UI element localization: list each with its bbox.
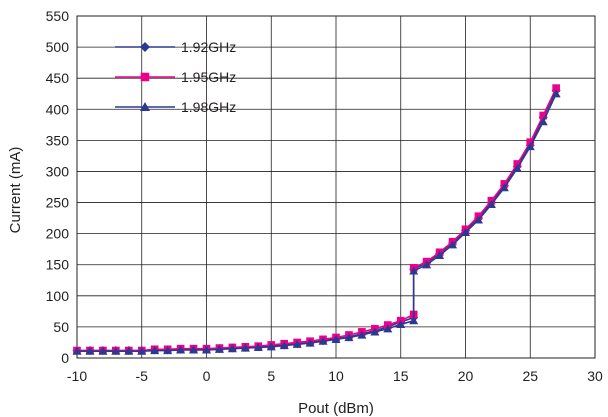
data-point (163, 346, 173, 355)
data-point (538, 117, 548, 126)
data-point (150, 346, 160, 355)
data-point (486, 199, 496, 209)
x-tick-label: -10 (67, 368, 87, 384)
data-point (435, 250, 445, 259)
x-tick-label: 15 (393, 368, 409, 384)
legend-marker (140, 102, 150, 111)
data-point (331, 334, 341, 343)
data-point (396, 319, 406, 329)
x-tick-label: 10 (328, 368, 344, 384)
data-point (318, 336, 328, 345)
data-point (499, 183, 509, 192)
series-1.95GHz (73, 84, 560, 355)
y-tick-label: 350 (46, 132, 70, 148)
data-point (189, 345, 199, 354)
data-point (124, 346, 134, 355)
data-point (72, 346, 82, 355)
x-tick-label: -5 (136, 368, 149, 384)
data-point (409, 266, 419, 275)
data-point (422, 260, 432, 269)
data-point (111, 346, 121, 355)
y-tick-label: 200 (46, 226, 70, 242)
y-tick-label: 250 (46, 195, 70, 211)
x-tick-label: 30 (587, 368, 603, 384)
data-point (370, 327, 380, 336)
legend-label: 1.92GHz (181, 39, 236, 55)
x-axis-title: Pout (dBm) (298, 400, 374, 417)
y-tick-label: 100 (46, 288, 70, 304)
tick-labels: 0 50 100 150 200 250 300 350 400 450 500 550 -10 -5 0 5… (46, 8, 603, 384)
series-line (77, 93, 557, 352)
data-point (357, 330, 367, 339)
y-axis-title: Current (mA) (7, 147, 24, 234)
legend-item: 1.98GHz (115, 99, 236, 115)
y-tick-label: 450 (46, 70, 70, 86)
legend-label: 1.95GHz (181, 69, 236, 85)
y-tick-label: 400 (46, 101, 70, 117)
legend-marker (140, 42, 150, 52)
x-tick-label: 20 (458, 368, 474, 384)
y-tick-label: 550 (46, 8, 70, 24)
data-point (552, 84, 560, 92)
data-point (214, 344, 224, 353)
legend-item: 1.95GHz (115, 69, 236, 85)
plot-area-border (76, 15, 596, 359)
data-point (409, 316, 419, 325)
data-point (305, 338, 315, 347)
series-line (77, 87, 557, 352)
data-point (292, 339, 302, 348)
legend-marker (140, 72, 150, 82)
legend-item: 1.92GHz (115, 39, 236, 55)
y-tick-label: 150 (46, 257, 70, 273)
data-point (253, 342, 263, 352)
data-point (539, 111, 548, 120)
data-point (202, 345, 211, 354)
data-point (137, 346, 147, 355)
y-tick-label: 500 (46, 39, 70, 55)
data-point (85, 346, 95, 355)
data-point (383, 324, 393, 333)
data-point (473, 215, 483, 224)
x-tick-label: 25 (522, 368, 538, 384)
y-tick-label: 50 (53, 319, 69, 335)
data-point (98, 346, 108, 355)
data-point (512, 163, 522, 172)
series-line (77, 90, 557, 352)
data-point (448, 240, 458, 249)
y-tick-label: 300 (46, 163, 70, 179)
data-point (240, 343, 250, 352)
x-tick-label: 5 (267, 368, 275, 384)
data-point (279, 341, 289, 350)
legend-label: 1.98GHz (181, 99, 236, 115)
data-point (461, 227, 470, 236)
grid (76, 15, 596, 359)
data-point (551, 89, 561, 98)
legend: 1.92GHz 1.95GHz 1.98GHz (115, 39, 236, 115)
data-point (266, 342, 276, 351)
data-point (176, 345, 186, 354)
data-point (525, 142, 535, 151)
y-tick-label: 0 (61, 350, 69, 366)
series-1.98GHz (72, 89, 561, 355)
data-series (72, 84, 561, 356)
data-point (344, 332, 354, 342)
data-point (227, 344, 237, 353)
series-1.92GHz (72, 86, 561, 356)
x-tick-label: 0 (203, 368, 211, 384)
